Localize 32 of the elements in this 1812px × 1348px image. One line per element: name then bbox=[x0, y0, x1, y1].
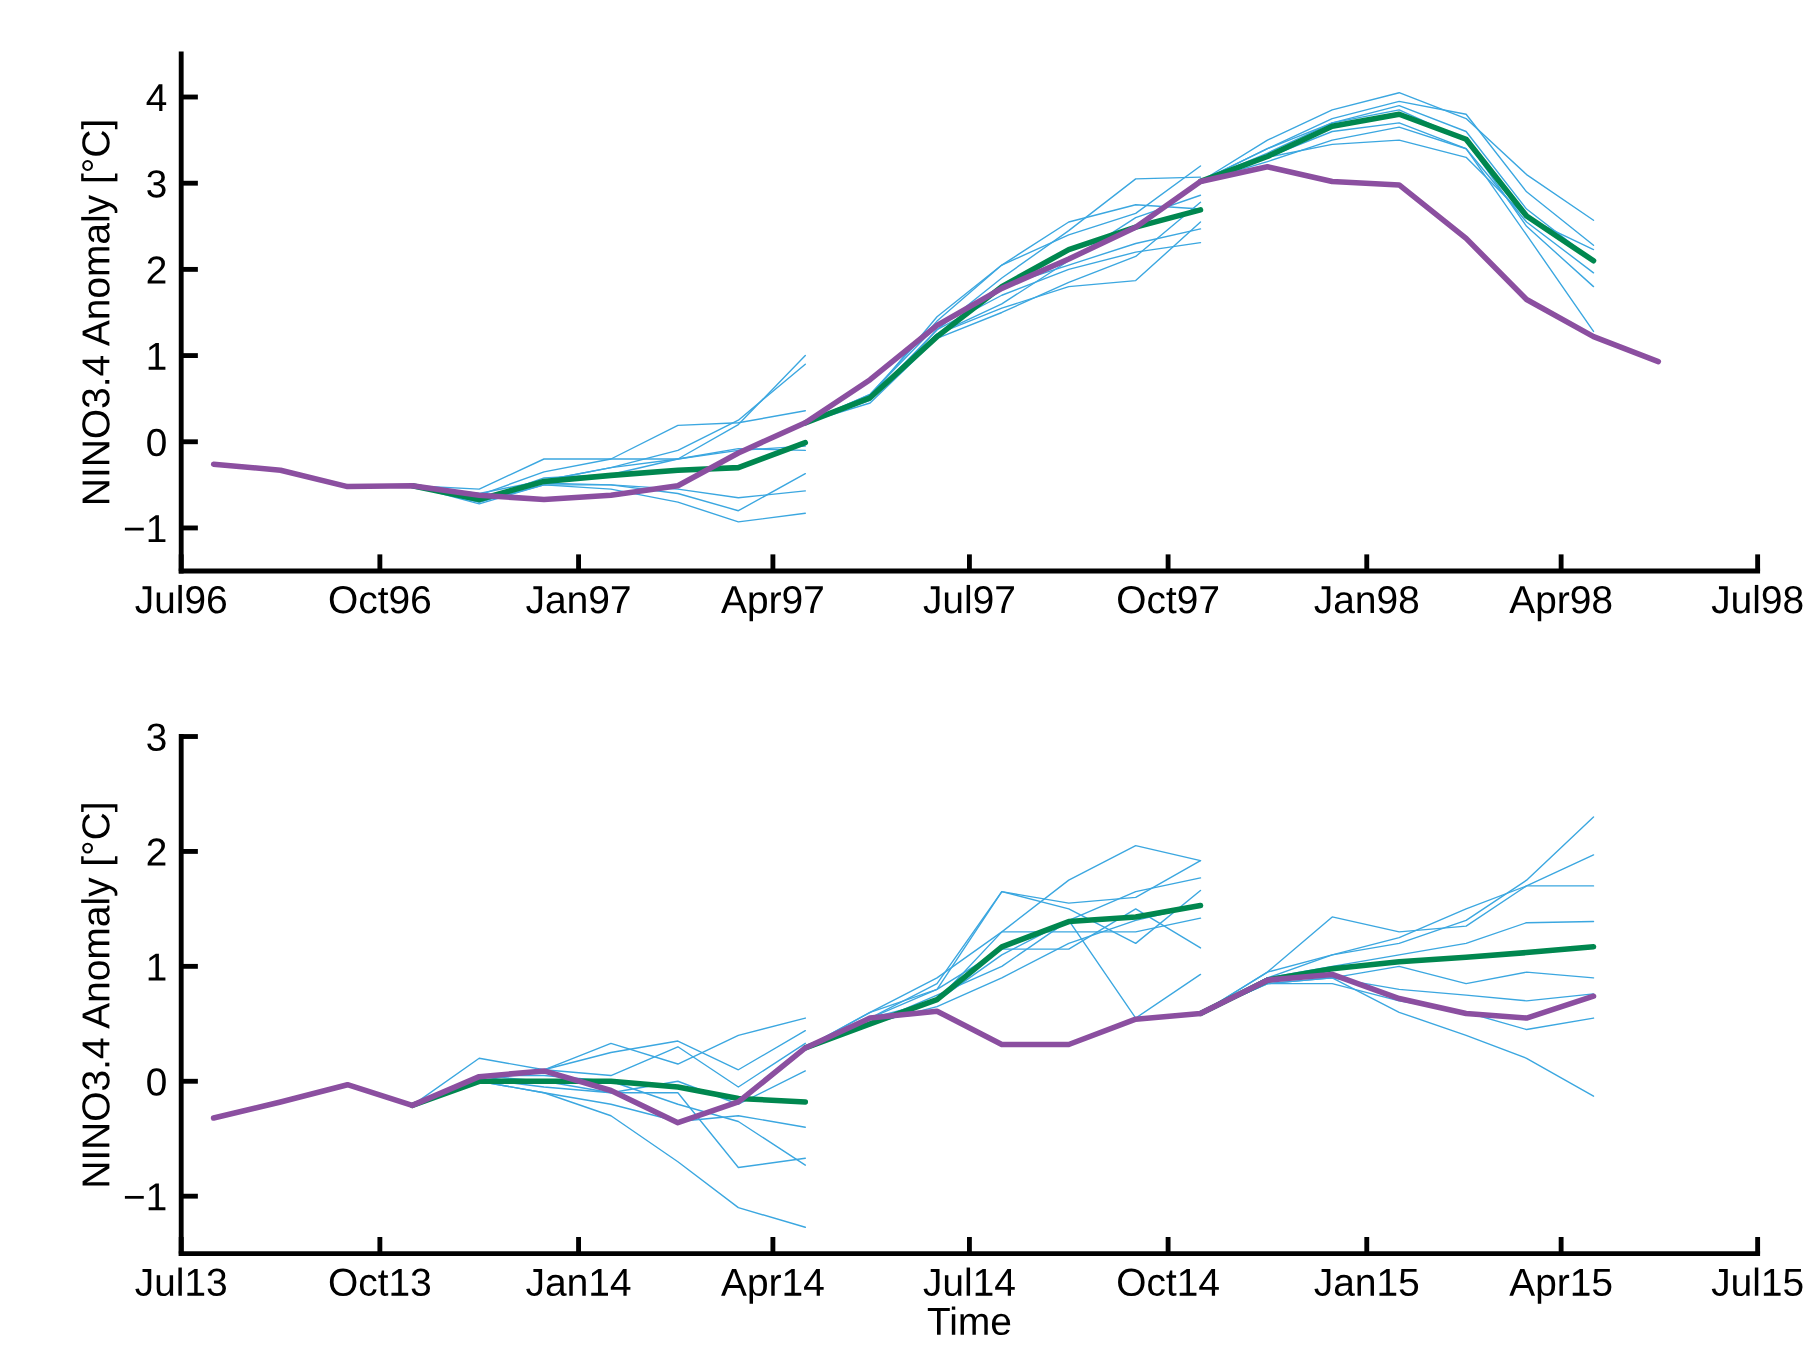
x-tick-label: Apr14 bbox=[721, 1268, 824, 1304]
y-tick-label: 0 bbox=[147, 1068, 166, 1096]
x-tick-label: Jul96 bbox=[135, 584, 226, 614]
y-axis-title: NINO3.4 Anomaly [°C] bbox=[81, 121, 118, 503]
y-tick-label: 4 bbox=[146, 84, 167, 112]
y-tick-label: 2 bbox=[147, 838, 166, 866]
x-tick-label: Apr98 bbox=[1509, 585, 1612, 622]
x-tick-label: Apr97 bbox=[721, 585, 823, 622]
x-tick-label: Oct14 bbox=[1118, 1268, 1219, 1297]
x-tick-label: Oct13 bbox=[329, 1268, 431, 1297]
y-tick-label: −1 bbox=[124, 515, 166, 543]
x-tick-label: Jul98 bbox=[1711, 584, 1803, 614]
y-tick-label: 2 bbox=[147, 256, 166, 284]
y-axis-title: NINO3.4 Anomaly [°C] bbox=[81, 804, 118, 1186]
x-axis-title: Time bbox=[927, 1306, 1011, 1336]
y-tick-label: 0 bbox=[147, 428, 166, 457]
x-tick-label: Jul97 bbox=[923, 584, 1014, 614]
x-tick-label: Jul13 bbox=[135, 1267, 226, 1297]
x-tick-label: Jul15 bbox=[1711, 1267, 1803, 1297]
x-tick-label: Apr15 bbox=[1509, 1268, 1612, 1304]
x-tick-label: Oct97 bbox=[1118, 585, 1219, 614]
x-tick-label: Oct96 bbox=[329, 585, 431, 614]
y-tick-label: 1 bbox=[148, 953, 166, 981]
y-tick-label: 3 bbox=[147, 723, 166, 751]
y-tick-label: −1 bbox=[124, 1183, 166, 1211]
x-tick-label: Jan97 bbox=[526, 585, 630, 614]
x-tick-label: Jul14 bbox=[923, 1267, 1015, 1297]
y-tick-label: 3 bbox=[147, 170, 166, 198]
y-tick-label: 1 bbox=[148, 342, 166, 370]
x-tick-label: Jan98 bbox=[1314, 585, 1419, 614]
x-tick-label: Jan14 bbox=[526, 1268, 631, 1297]
x-tick-label: Jan15 bbox=[1314, 1268, 1419, 1297]
